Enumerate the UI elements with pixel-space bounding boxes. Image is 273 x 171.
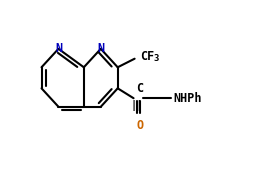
Text: 3: 3 — [154, 54, 159, 63]
Text: N: N — [97, 42, 104, 55]
Text: C: C — [136, 82, 144, 95]
Text: CF: CF — [140, 50, 154, 63]
Text: NHPh: NHPh — [174, 92, 202, 105]
Text: ||: || — [131, 100, 143, 111]
Text: N: N — [55, 42, 62, 55]
Text: O: O — [136, 119, 144, 132]
